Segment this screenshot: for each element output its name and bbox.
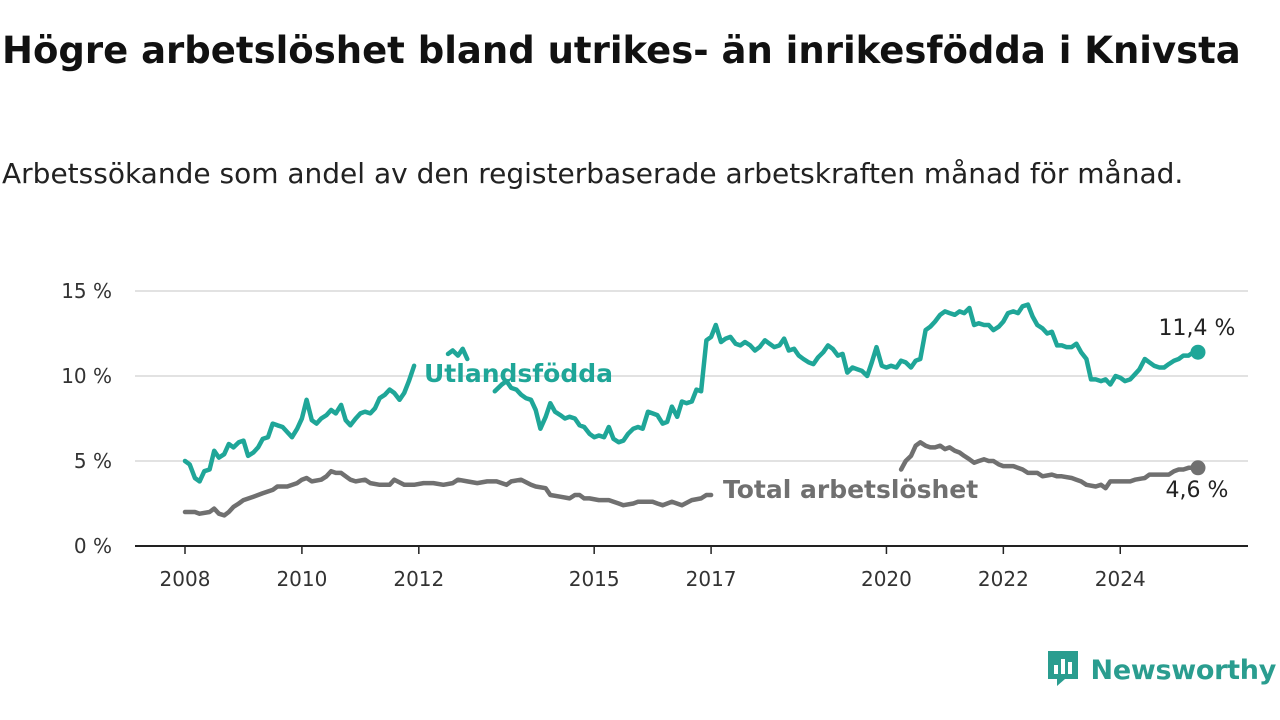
- gridlines: [135, 290, 1248, 462]
- x-tick-label: 2022: [978, 567, 1029, 591]
- series-endpoint: [1190, 344, 1206, 360]
- series-line-utlandsfodda: [182, 363, 417, 484]
- series-lines: [182, 302, 1206, 518]
- x-tick-label: 2017: [686, 567, 737, 591]
- series-line-total: [898, 440, 1201, 491]
- brand-name: Newsworthy: [1090, 654, 1277, 686]
- series-line-utlandsfodda: [492, 302, 1201, 445]
- axes: 0 % 5 % 10 % 15 % 2008 2010 2012 2015 2017 2020 20…: [61, 279, 1248, 591]
- x-tick-label: 2008: [160, 567, 211, 591]
- x-tick-label: 2020: [861, 567, 912, 591]
- y-tick-label: 15 %: [61, 279, 112, 303]
- newsworthy-logo-icon: [1045, 648, 1081, 692]
- x-tick-label: 2010: [276, 567, 327, 591]
- brand-logo: Newsworthy: [1045, 650, 1276, 690]
- y-tick-label: 0 %: [74, 534, 112, 558]
- series-end-label: 4,6 %: [1166, 478, 1229, 503]
- chart-labels: 11,4 % 4,6 % Utlandsfödda Total arbetslöshe…: [424, 316, 1235, 504]
- series-label-total: Total arbetslöshet: [723, 475, 978, 504]
- x-tick-label: 2012: [393, 567, 444, 591]
- y-tick-label: 10 %: [61, 364, 112, 388]
- chart-title: Högre arbetslöshet bland utrikes- än inr…: [2, 29, 1241, 72]
- x-tick-label: 2024: [1095, 567, 1146, 591]
- series-line-utlandsfodda: [445, 346, 470, 362]
- series-label-utlandsfodda: Utlandsfödda: [424, 359, 613, 388]
- chart-subtitle: Arbetssökande som andel av den registerb…: [2, 157, 1184, 190]
- series-line-total: [182, 468, 714, 518]
- series-endpoint: [1190, 460, 1206, 476]
- y-tick-label: 5 %: [74, 449, 112, 473]
- series-end-label: 11,4 %: [1159, 316, 1236, 341]
- x-tick-label: 2015: [569, 567, 620, 591]
